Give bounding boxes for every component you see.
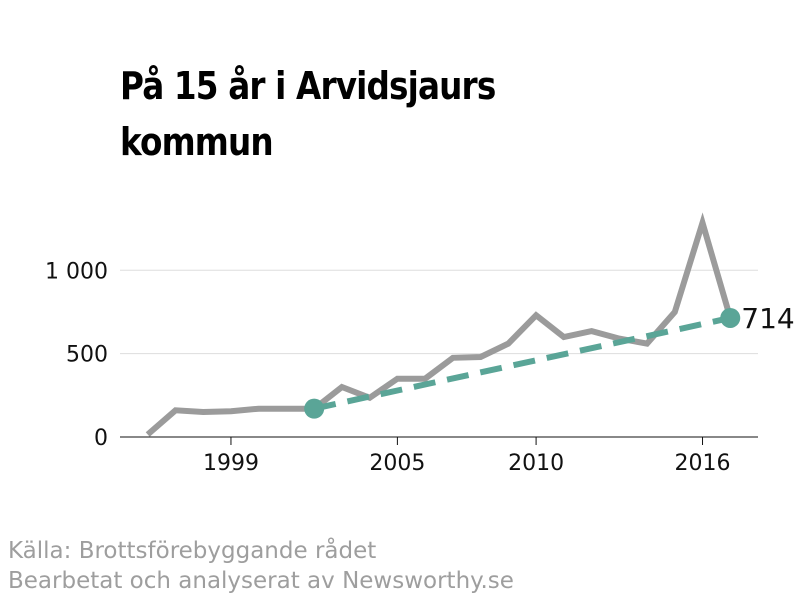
source-line-2: Bearbetat och analyserat av Newsworthy.s… bbox=[8, 568, 514, 594]
y-axis-ticks: 0 500 1 000 bbox=[45, 259, 108, 451]
x-tick-label: 1999 bbox=[203, 451, 259, 476]
x-axis-ticks: 1999 2005 2010 2016 bbox=[203, 437, 731, 476]
chart-title: På 15 år i Arvidsjaurs kommun bbox=[120, 58, 567, 170]
series-line bbox=[145, 212, 734, 437]
y-tick-label: 500 bbox=[66, 343, 108, 368]
end-value-label: 714 bbox=[741, 302, 794, 335]
trend-line bbox=[313, 315, 731, 412]
y-tick-label: 1 000 bbox=[45, 259, 108, 284]
trend-start-point bbox=[304, 398, 325, 419]
title-line-1: På 15 år i Arvidsjaurs bbox=[120, 64, 496, 108]
y-tick-label: 0 bbox=[94, 426, 108, 451]
trend-end-point bbox=[720, 307, 741, 328]
source-note: Källa: Brottsförebyggande rådet Bearbeta… bbox=[8, 536, 514, 596]
x-tick-label: 2005 bbox=[369, 451, 425, 476]
x-tick-label: 2016 bbox=[675, 451, 731, 476]
title-line-2: kommun bbox=[120, 120, 274, 164]
grid-lines bbox=[120, 269, 758, 355]
x-tick-label: 2010 bbox=[508, 451, 564, 476]
source-line-1: Källa: Brottsförebyggande rådet bbox=[8, 538, 377, 564]
